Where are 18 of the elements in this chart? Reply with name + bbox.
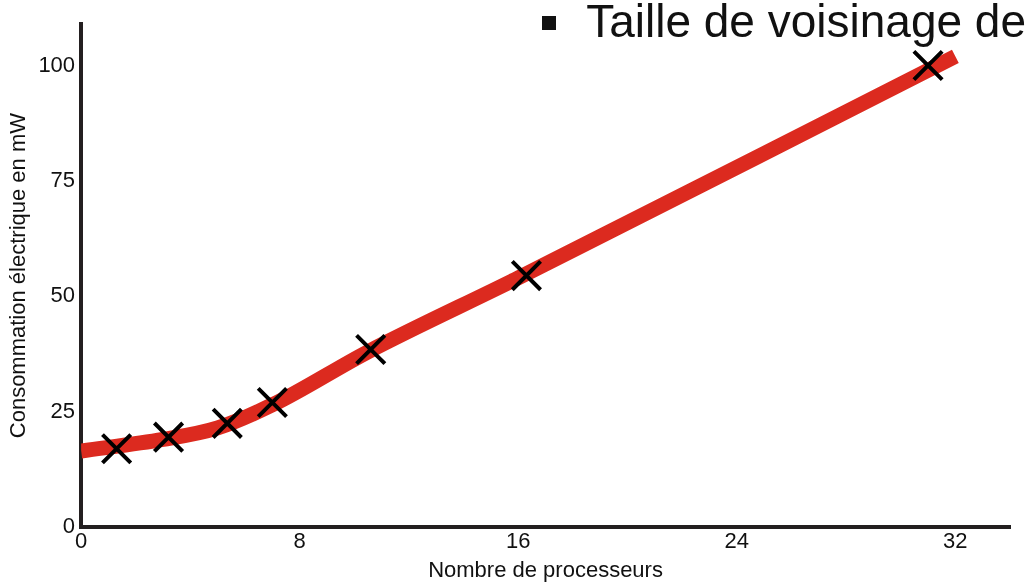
y-tick-label: 50 xyxy=(50,282,76,308)
x-tick-label: 16 xyxy=(505,528,531,554)
x-tick-label: 24 xyxy=(724,528,750,554)
point xyxy=(256,386,289,419)
x-tick-label: 8 xyxy=(293,528,306,554)
point xyxy=(100,432,133,465)
chart-title: Taille de voisinage de xyxy=(586,0,1026,47)
x-tick-label: 32 xyxy=(943,528,968,554)
point xyxy=(510,259,543,292)
y-tick-label: 75 xyxy=(50,167,76,193)
point xyxy=(354,333,387,366)
y-axis-title: Consommation électrique en mW xyxy=(5,112,31,439)
point xyxy=(911,49,945,82)
point xyxy=(152,421,185,454)
point xyxy=(211,407,244,440)
x-axis-title: Nombre de processeurs xyxy=(428,556,663,582)
y-tick-label: 25 xyxy=(50,397,76,423)
y-tick-label: 100 xyxy=(38,51,76,77)
